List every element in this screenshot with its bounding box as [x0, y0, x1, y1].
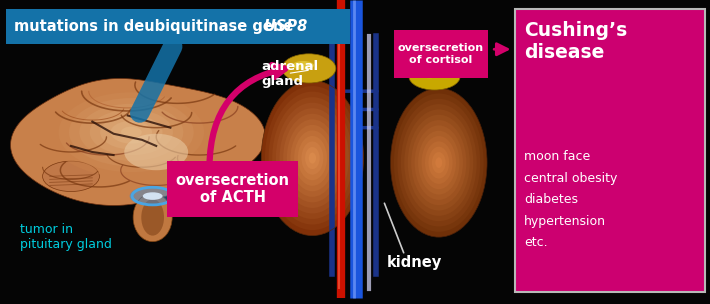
Ellipse shape: [435, 157, 442, 168]
FancyBboxPatch shape: [167, 161, 298, 217]
Ellipse shape: [111, 121, 152, 144]
Ellipse shape: [290, 125, 334, 191]
Polygon shape: [11, 78, 266, 206]
Ellipse shape: [432, 152, 446, 173]
Ellipse shape: [130, 186, 176, 206]
Ellipse shape: [89, 109, 173, 155]
Ellipse shape: [398, 99, 480, 226]
Text: oversecretion
of ACTH: oversecretion of ACTH: [175, 173, 290, 206]
Text: USP8: USP8: [264, 19, 307, 34]
Text: moon face
central obesity
diabetes
hypertension
etc.: moon face central obesity diabetes hyper…: [524, 150, 618, 250]
Text: kidney: kidney: [387, 255, 442, 271]
Ellipse shape: [100, 115, 163, 149]
Ellipse shape: [404, 109, 474, 216]
Ellipse shape: [265, 86, 360, 230]
Ellipse shape: [411, 120, 466, 205]
Ellipse shape: [283, 114, 342, 202]
Ellipse shape: [272, 97, 353, 219]
Ellipse shape: [124, 134, 188, 170]
Ellipse shape: [59, 92, 204, 172]
Ellipse shape: [133, 193, 173, 242]
Ellipse shape: [282, 54, 336, 83]
Ellipse shape: [391, 88, 487, 237]
Text: tumor in
pituitary gland: tumor in pituitary gland: [20, 223, 111, 251]
Ellipse shape: [69, 98, 194, 166]
Ellipse shape: [305, 147, 320, 169]
Ellipse shape: [121, 126, 142, 138]
Ellipse shape: [143, 192, 163, 200]
Ellipse shape: [409, 63, 460, 90]
Ellipse shape: [297, 136, 327, 180]
FancyBboxPatch shape: [394, 30, 488, 78]
Ellipse shape: [287, 119, 338, 197]
Ellipse shape: [401, 104, 476, 221]
FancyBboxPatch shape: [515, 9, 705, 292]
Ellipse shape: [422, 136, 456, 189]
Ellipse shape: [80, 104, 183, 161]
Text: Cushing’s
disease: Cushing’s disease: [524, 21, 627, 62]
Ellipse shape: [293, 61, 314, 70]
Ellipse shape: [418, 131, 459, 195]
Ellipse shape: [268, 92, 356, 225]
Ellipse shape: [280, 108, 345, 208]
Ellipse shape: [302, 141, 323, 175]
Text: oversecretion
of cortisol: oversecretion of cortisol: [398, 43, 484, 65]
Ellipse shape: [420, 70, 439, 78]
Ellipse shape: [428, 147, 449, 178]
Ellipse shape: [43, 161, 99, 192]
Ellipse shape: [309, 153, 316, 164]
FancyBboxPatch shape: [6, 9, 350, 44]
Ellipse shape: [141, 199, 164, 236]
Ellipse shape: [415, 125, 463, 200]
Ellipse shape: [294, 130, 331, 186]
Ellipse shape: [394, 94, 484, 232]
Ellipse shape: [276, 103, 349, 213]
Ellipse shape: [48, 87, 214, 178]
Text: adrenal
gland: adrenal gland: [261, 60, 318, 88]
Ellipse shape: [261, 81, 364, 236]
Ellipse shape: [408, 115, 470, 210]
Text: mutations in deubiquitinase gene: mutations in deubiquitinase gene: [14, 19, 299, 34]
Ellipse shape: [425, 141, 452, 184]
